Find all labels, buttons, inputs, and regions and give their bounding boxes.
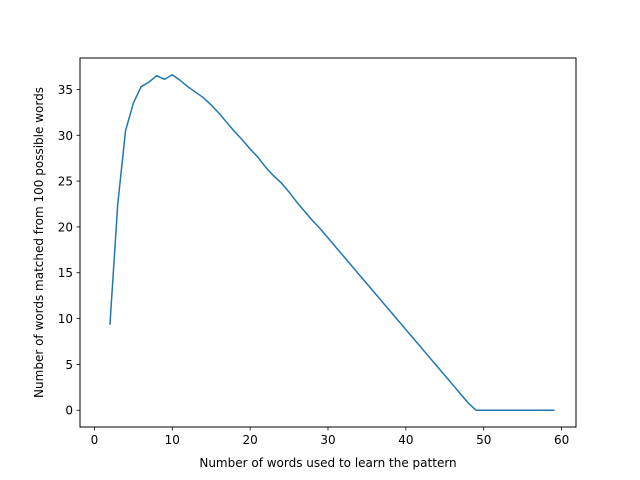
y-axis-label: Number of words matched from 100 possibl…	[32, 87, 46, 398]
y-tick-label: 5	[65, 358, 73, 372]
y-tick-label: 25	[58, 175, 73, 189]
x-tick-label: 20	[242, 433, 257, 447]
y-tick-label: 10	[58, 312, 73, 326]
x-tick-label: 30	[320, 433, 335, 447]
x-tick-label: 50	[476, 433, 491, 447]
x-axis-ticks: 0 10 20 30 40 50 60	[91, 427, 569, 447]
axes-frame	[79, 57, 577, 428]
x-tick-label: 10	[165, 433, 180, 447]
y-tick-label: 30	[58, 129, 73, 143]
x-tick-label: 0	[91, 433, 99, 447]
x-tick-label: 60	[554, 433, 569, 447]
y-tick-label: 15	[58, 266, 73, 280]
y-axis-ticks: 0 5 10 15 20 25 30 35	[58, 83, 80, 418]
x-tick-label: 40	[398, 433, 413, 447]
series-line	[109, 74, 555, 411]
y-tick-label: 0	[65, 404, 73, 418]
plot-area	[109, 74, 555, 411]
x-axis-label: Number of words used to learn the patter…	[199, 456, 456, 470]
y-tick-label: 35	[58, 83, 73, 97]
y-tick-label: 20	[58, 220, 73, 234]
